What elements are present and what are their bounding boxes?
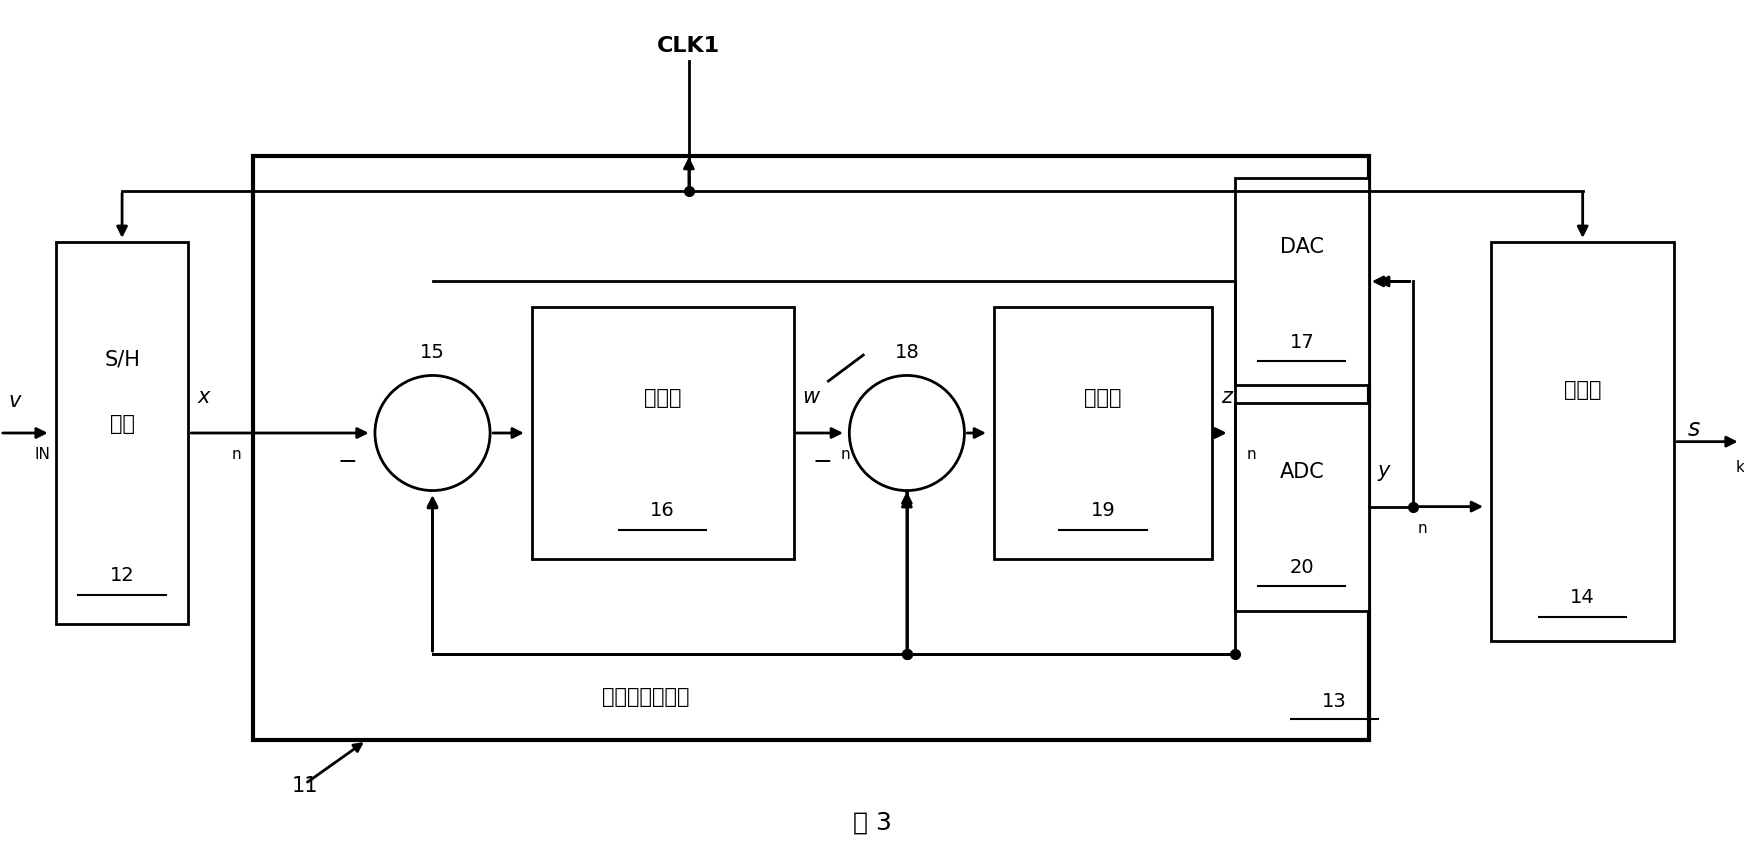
Text: x: x: [197, 387, 209, 407]
Text: y: y: [1378, 461, 1390, 481]
Text: n: n: [232, 447, 242, 462]
Text: 15: 15: [420, 344, 445, 363]
Text: 20: 20: [1289, 558, 1315, 577]
Bar: [532, 307, 794, 559]
Text: n: n: [841, 447, 851, 462]
Text: IN: IN: [35, 447, 51, 462]
Text: 13: 13: [1322, 692, 1346, 711]
Text: s: s: [1688, 417, 1700, 441]
Text: 17: 17: [1289, 333, 1315, 352]
Text: S/H: S/H: [105, 349, 140, 370]
Text: 16: 16: [651, 501, 675, 520]
Text: ADC: ADC: [1280, 462, 1324, 482]
Text: k: k: [1735, 460, 1744, 475]
Bar: [1491, 242, 1674, 641]
Text: 18: 18: [895, 344, 919, 363]
Text: −: −: [338, 449, 358, 474]
Bar: [994, 307, 1212, 559]
Text: 图 3: 图 3: [853, 811, 891, 835]
Ellipse shape: [375, 376, 490, 490]
Bar: [1235, 178, 1369, 385]
Text: z: z: [1221, 387, 1231, 407]
Text: w: w: [802, 387, 820, 407]
Text: 19: 19: [1090, 501, 1116, 520]
Text: −: −: [813, 449, 832, 474]
Text: 12: 12: [110, 566, 134, 585]
Bar: [56, 242, 188, 624]
Text: 三角积分调制器: 三角积分调制器: [602, 687, 689, 708]
Text: 滤波器: 滤波器: [644, 388, 682, 409]
Text: 14: 14: [1570, 588, 1596, 607]
Text: 删减器: 删减器: [1564, 379, 1601, 400]
Ellipse shape: [849, 376, 964, 490]
Text: DAC: DAC: [1280, 236, 1324, 257]
Text: n: n: [1247, 447, 1257, 462]
Text: 滤波器: 滤波器: [1085, 388, 1121, 409]
Text: CLK1: CLK1: [657, 36, 720, 56]
Bar: [253, 156, 1369, 740]
Text: n: n: [1418, 520, 1428, 536]
Text: 11: 11: [291, 776, 319, 797]
Text: v: v: [9, 391, 21, 411]
Text: 电路: 电路: [110, 414, 134, 435]
Bar: [1235, 403, 1369, 611]
